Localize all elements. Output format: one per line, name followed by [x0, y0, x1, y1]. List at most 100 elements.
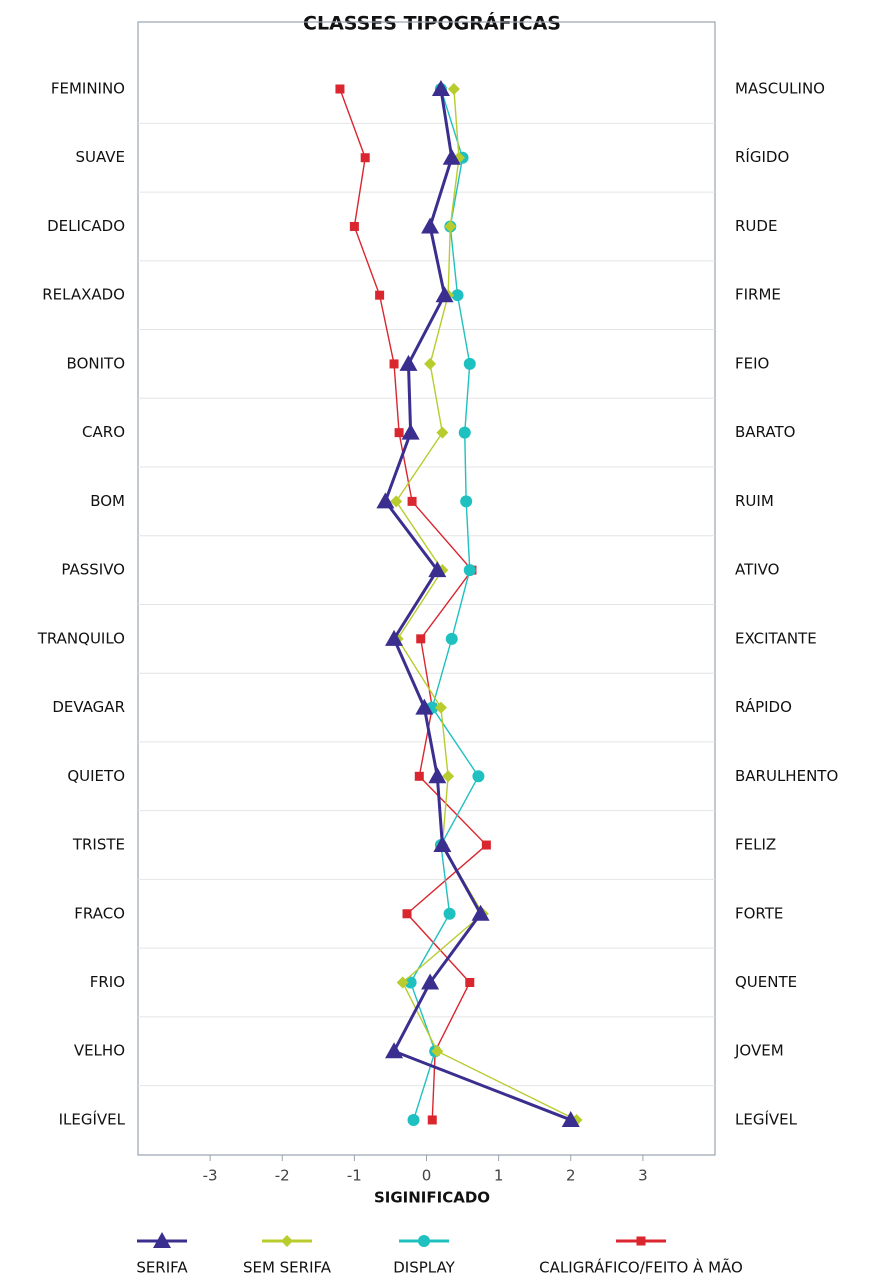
data-point: [444, 220, 457, 233]
data-point: [428, 561, 447, 578]
right-category-label: RÍGIDO: [735, 147, 789, 166]
x-tick-label: 3: [638, 1167, 648, 1185]
legend-label: CALIGRÁFICO/FEITO À MÃO: [539, 1258, 743, 1276]
left-category-label: CARO: [82, 423, 125, 441]
data-point: [472, 770, 485, 783]
legend-marker: [636, 1236, 646, 1246]
data-point: [385, 1042, 404, 1059]
legend-marker: [418, 1235, 430, 1247]
series-line: [409, 88, 480, 1121]
right-category-label: BARULHENTO: [735, 767, 838, 785]
data-point: [421, 217, 440, 234]
right-category-label: BARATO: [735, 423, 795, 441]
data-point: [396, 976, 409, 989]
data-point: [427, 1115, 437, 1125]
legend-marker: [153, 1232, 171, 1248]
right-category-label: FIRME: [735, 286, 781, 304]
data-point: [463, 357, 476, 370]
right-category-label: ATIVO: [735, 561, 780, 579]
legend-label: DISPLAY: [393, 1259, 455, 1276]
left-category-label: ILEGÍVEL: [59, 1109, 126, 1128]
left-category-label: TRISTE: [72, 836, 125, 854]
data-point: [401, 423, 420, 440]
right-category-label: QUENTE: [735, 973, 797, 991]
data-point: [460, 495, 473, 508]
data-point: [442, 148, 461, 165]
left-category-label: FRIO: [90, 973, 125, 991]
left-category-label: PASSIVO: [61, 561, 125, 579]
left-category-label: BOM: [90, 492, 125, 510]
data-point: [349, 221, 359, 231]
right-category-label: FELIZ: [735, 836, 776, 854]
data-point: [414, 771, 424, 781]
data-point: [451, 289, 464, 302]
data-point: [463, 564, 476, 577]
data-point: [434, 701, 447, 714]
data-point: [442, 770, 455, 783]
data-point: [443, 907, 456, 920]
x-tick-label: 0: [422, 1167, 432, 1185]
left-category-label: FRACO: [74, 904, 125, 922]
left-category-label: TRANQUILO: [37, 629, 125, 647]
data-point: [465, 977, 475, 987]
data-point: [447, 83, 460, 95]
left-category-label: FEMININO: [51, 80, 125, 98]
left-category-label: DELICADO: [47, 217, 125, 235]
right-category-label: FORTE: [735, 904, 783, 922]
left-category-label: SUAVE: [75, 148, 125, 166]
data-point: [436, 426, 449, 439]
x-tick-label: 1: [494, 1167, 504, 1185]
chart-title: CLASSES TIPOGRÁFICAS: [303, 12, 561, 35]
left-category-label: QUIETO: [67, 767, 125, 785]
data-point: [407, 496, 417, 506]
data-point: [416, 634, 426, 644]
left-category-label: RELAXADO: [42, 286, 125, 304]
data-point: [335, 84, 345, 94]
data-point: [360, 153, 370, 163]
x-tick-label: -3: [203, 1167, 218, 1185]
right-category-label: RUDE: [735, 217, 777, 235]
data-point: [375, 290, 385, 300]
data-point: [404, 976, 417, 989]
right-category-label: LEGÍVEL: [735, 1109, 798, 1128]
right-category-label: JOVEM: [734, 1042, 784, 1060]
data-point: [471, 904, 490, 921]
data-point: [431, 1045, 444, 1058]
data-point: [458, 426, 471, 439]
data-point: [402, 909, 412, 919]
data-point: [385, 629, 404, 646]
right-category-label: RÁPIDO: [735, 697, 792, 716]
left-category-label: DEVAGAR: [52, 698, 125, 716]
data-point: [389, 359, 399, 369]
data-point: [431, 80, 450, 96]
data-point: [421, 973, 440, 990]
left-category-label: BONITO: [67, 354, 125, 372]
legend-label: SEM SERIFA: [243, 1259, 332, 1276]
data-point: [399, 354, 418, 371]
series-line: [339, 88, 488, 1120]
data-point: [428, 767, 447, 784]
x-tick-label: -1: [347, 1167, 362, 1185]
left-category-label: VELHO: [74, 1042, 125, 1060]
right-category-label: FEIO: [735, 354, 769, 372]
data-point: [390, 495, 403, 508]
x-tick-label: -2: [275, 1167, 290, 1185]
data-point: [407, 1113, 420, 1126]
data-point: [394, 428, 404, 438]
data-point: [424, 357, 437, 370]
data-point: [435, 286, 454, 303]
series-line: [383, 88, 572, 1122]
right-category-label: EXCITANTE: [735, 629, 817, 647]
data-point: [415, 698, 434, 715]
right-category-label: MASCULINO: [735, 80, 825, 98]
data-point: [445, 632, 458, 645]
data-point: [481, 840, 491, 850]
right-category-label: RUIM: [735, 492, 774, 510]
legend-label: SERIFA: [136, 1259, 188, 1276]
legend-marker: [281, 1235, 293, 1247]
x-tick-label: 2: [566, 1167, 576, 1185]
data-point: [433, 836, 452, 853]
data-point: [376, 492, 395, 509]
data-point: [561, 1110, 580, 1127]
